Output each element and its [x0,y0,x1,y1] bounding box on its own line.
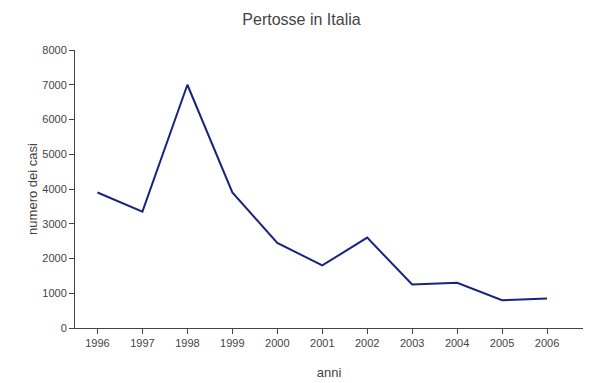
svg-text:anni: anni [317,365,342,380]
svg-text:7000: 7000 [42,79,66,91]
svg-text:1000: 1000 [42,287,66,299]
svg-text:6000: 6000 [42,113,66,125]
svg-text:0: 0 [61,322,67,334]
svg-text:2004: 2004 [445,337,469,349]
svg-text:2000: 2000 [265,337,289,349]
svg-text:5000: 5000 [42,148,66,160]
svg-text:Pertosse in Italia: Pertosse in Italia [242,11,360,28]
svg-text:2001: 2001 [310,337,334,349]
svg-text:8000: 8000 [42,44,66,56]
svg-text:3000: 3000 [42,218,66,230]
svg-text:2002: 2002 [355,337,379,349]
svg-text:1998: 1998 [175,337,199,349]
svg-text:1999: 1999 [220,337,244,349]
svg-text:2005: 2005 [490,337,514,349]
svg-text:2006: 2006 [535,337,559,349]
svg-text:1996: 1996 [85,337,109,349]
svg-text:2003: 2003 [400,337,424,349]
svg-text:2000: 2000 [42,252,66,264]
svg-text:4000: 4000 [42,183,66,195]
svg-text:1997: 1997 [130,337,154,349]
svg-text:numero dei casi: numero dei casi [25,143,40,235]
